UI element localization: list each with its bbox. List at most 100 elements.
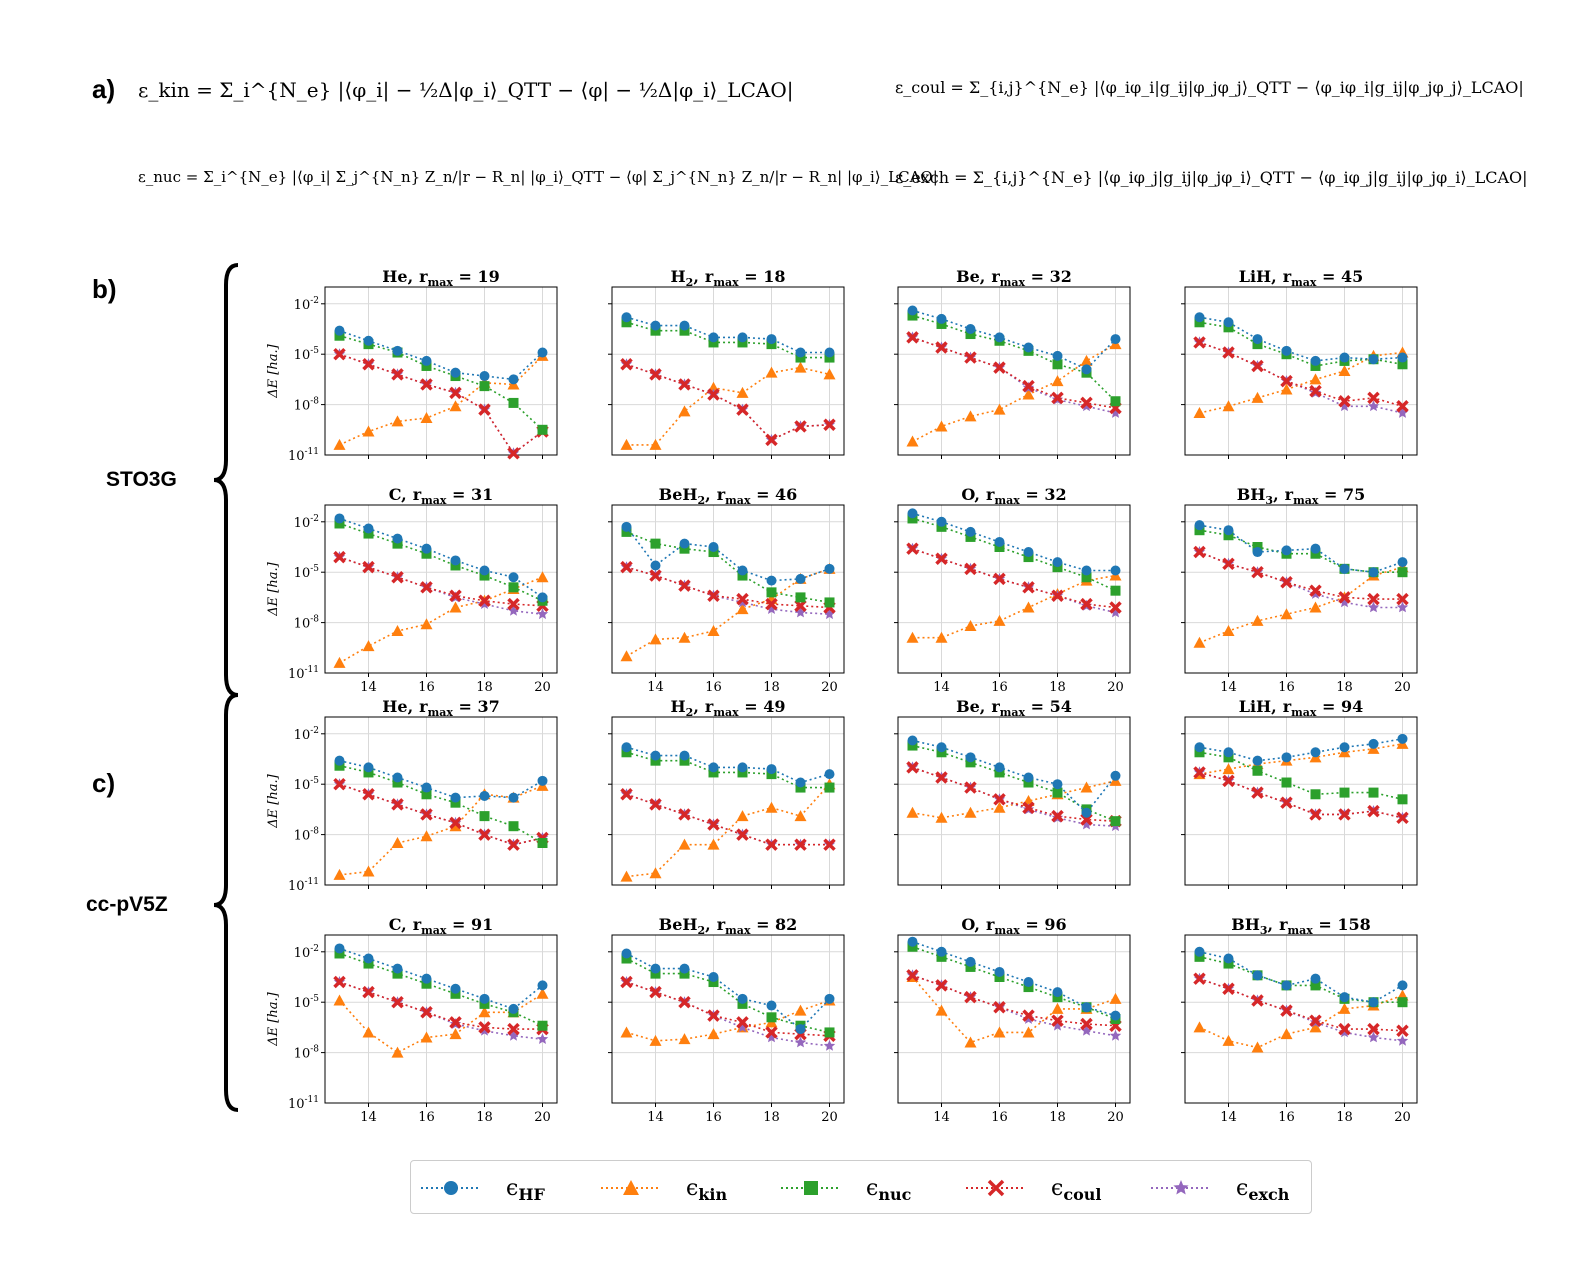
point-nuc: [1368, 787, 1379, 798]
point-coul: [333, 550, 346, 564]
point-coul: [707, 388, 720, 401]
subplot-title: O, rmax = 96: [961, 915, 1066, 937]
point-nuc: [1052, 992, 1063, 1003]
ytick-label: 10-2: [294, 944, 319, 961]
point-coul: [707, 1009, 720, 1022]
point-HF: [363, 762, 374, 773]
ytick-label: 10-5: [294, 346, 320, 363]
xtick-label: 14: [1220, 1110, 1237, 1125]
point-HF: [1310, 747, 1321, 758]
subplot-title: He, rmax = 37: [382, 697, 499, 719]
point-coul: [1280, 576, 1293, 589]
equation-kin: ε_kin = Σ_i^{N_e} |⟨φ_i| − ½Δ|φ_i⟩_QTT −…: [138, 78, 794, 102]
axes-frame: [611, 716, 845, 886]
point-HF: [994, 332, 1005, 343]
point-coul: [906, 969, 919, 982]
point-kin: [935, 631, 948, 643]
point-coul: [420, 808, 433, 821]
point-HF: [537, 980, 548, 991]
xtick-label: 20: [534, 1110, 551, 1125]
point-nuc: [650, 755, 661, 766]
point-coul: [507, 447, 520, 460]
subplot-title: BeH2, rmax = 82: [659, 915, 798, 937]
point-coul: [1280, 374, 1293, 388]
point-nuc: [994, 767, 1005, 778]
point-HF: [1339, 352, 1350, 363]
point-HF: [334, 513, 345, 524]
point-nuc: [1110, 585, 1121, 596]
point-coul: [1222, 346, 1235, 359]
point-coul: [1051, 589, 1064, 602]
point-nuc: [1194, 747, 1205, 758]
brace-sto3g: [213, 263, 239, 697]
xtick-label: 16: [705, 1110, 722, 1125]
point-exch: [736, 1021, 749, 1033]
series-line-kin: [339, 785, 543, 876]
point-nuc: [766, 339, 777, 350]
point-coul: [678, 808, 691, 821]
point-coul: [794, 838, 807, 851]
point-HF: [766, 575, 777, 586]
point-exch: [507, 1029, 520, 1041]
xtick-label: 18: [1336, 680, 1353, 695]
point-nuc: [1052, 562, 1063, 573]
point-HF: [1110, 565, 1121, 576]
xtick-label: 18: [1049, 680, 1066, 695]
point-nuc: [1194, 525, 1205, 536]
point-coul: [823, 838, 836, 851]
point-coul: [507, 1022, 520, 1036]
ytick-label: 10-2: [294, 296, 319, 313]
point-HF: [1397, 352, 1408, 363]
xtick-label: 16: [418, 680, 435, 695]
point-HF: [1397, 980, 1408, 991]
point-nuc: [1023, 982, 1034, 993]
point-coul: [765, 433, 778, 447]
point-kin: [736, 603, 749, 615]
point-kin: [420, 618, 433, 630]
point-coul: [906, 542, 919, 555]
point-coul: [1080, 396, 1093, 410]
subplot-title: BH3, rmax = 75: [1237, 485, 1365, 507]
point-kin: [333, 656, 346, 668]
point-coul: [1338, 808, 1351, 821]
axes-frame: [897, 286, 1131, 456]
point-kin: [449, 820, 462, 832]
point-HF: [1110, 1010, 1121, 1021]
point-coul: [620, 358, 633, 371]
point-coul: [935, 341, 948, 354]
point-nuc: [621, 526, 632, 537]
point-HF: [1310, 355, 1321, 366]
point-coul: [823, 418, 836, 431]
point-exch: [478, 1024, 491, 1036]
point-coul: [391, 995, 404, 1009]
point-kin: [1022, 601, 1035, 613]
series-line-coul: [339, 353, 543, 455]
point-nuc: [766, 769, 777, 780]
point-nuc: [737, 570, 748, 581]
point-HF: [334, 943, 345, 954]
point-kin: [649, 867, 662, 879]
point-kin: [620, 438, 633, 450]
point-HF: [1081, 364, 1092, 375]
point-nuc: [708, 977, 719, 988]
point-nuc: [1110, 396, 1121, 407]
point-HF: [994, 762, 1005, 773]
subplot-title: He, rmax = 19: [382, 267, 499, 289]
point-HF: [936, 313, 947, 324]
point-nuc: [1339, 787, 1350, 798]
point-nuc: [621, 953, 632, 964]
point-coul: [1193, 336, 1206, 349]
panel-label-b: b): [92, 274, 117, 304]
subplot-4: 10-2 10-5 10-8 10-11 ΔE [ha.] 14 16 18 20 C, rmax …: [266, 485, 558, 695]
point-kin: [1193, 1021, 1206, 1033]
point-coul: [333, 777, 346, 791]
point-coul: [478, 403, 491, 416]
point-nuc: [450, 988, 461, 999]
point-nuc: [392, 538, 403, 549]
xtick-label: 14: [360, 680, 377, 695]
xtick-label: 14: [647, 680, 664, 695]
series-line-coul: [626, 981, 830, 1037]
point-coul: [678, 579, 691, 592]
